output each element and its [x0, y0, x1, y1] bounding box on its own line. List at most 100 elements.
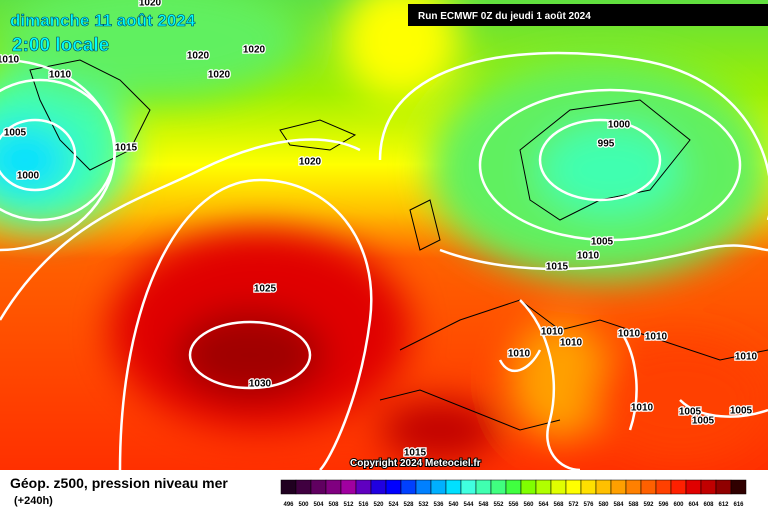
- isobar-label: 1010: [541, 327, 564, 338]
- isobar-label: 1010: [560, 338, 583, 349]
- scale-label: 532: [418, 502, 429, 508]
- isobar-label: 1015: [404, 448, 427, 459]
- scale-swatch: [370, 479, 387, 495]
- scale-label: 504: [313, 502, 324, 508]
- map-date: dimanche 11 août 2024: [10, 11, 196, 30]
- isobar-label: 1005: [4, 128, 27, 139]
- run-box: [408, 4, 768, 26]
- scale-label: 528: [403, 502, 414, 508]
- isobar-label: 1010: [631, 403, 654, 414]
- scale-label: 572: [568, 502, 579, 508]
- isobars: [0, 51, 768, 472]
- scale-label: 576: [583, 502, 594, 508]
- scale-label: 516: [358, 502, 369, 508]
- isobar-label: 1030: [249, 379, 272, 390]
- isobar-label: 1010: [508, 349, 531, 360]
- color-scale: 496 500 504 508 512 516 520 524 528 532 536 540 544 5…: [280, 479, 747, 508]
- footer-lead: (+240h): [14, 495, 53, 507]
- scale-label: 592: [643, 502, 654, 508]
- isobar-label: 1020: [139, 0, 162, 9]
- isobar-label: 1005: [679, 407, 702, 418]
- scale-swatch: [430, 479, 447, 495]
- scale-label: 568: [553, 502, 564, 508]
- scale-swatch: [505, 479, 522, 495]
- scale-label: 588: [628, 502, 639, 508]
- scale-swatch: [550, 479, 567, 495]
- scale-label: 584: [613, 502, 624, 508]
- scale-swatch: [640, 479, 657, 495]
- scale-swatch: [295, 479, 312, 495]
- scale-label: 500: [298, 502, 309, 508]
- scale-swatch: [685, 479, 702, 495]
- map-time: 2:00 locale: [12, 35, 109, 56]
- scale-swatch: [670, 479, 687, 495]
- scale-label: 564: [538, 502, 549, 508]
- scale-swatch: [655, 479, 672, 495]
- isobar-label: 1015: [546, 262, 569, 273]
- scale-label: 560: [523, 502, 534, 508]
- scale-swatch: [535, 479, 552, 495]
- scale-label: 512: [343, 502, 354, 508]
- scale-swatch: [520, 479, 537, 495]
- scale-swatch: [580, 479, 597, 495]
- scale-label: 580: [598, 502, 609, 508]
- scale-swatch: [325, 479, 342, 495]
- scale-label: 536: [433, 502, 444, 508]
- isobar-label: 1010: [618, 329, 641, 340]
- isobar-label: 1010: [577, 251, 600, 262]
- scale-label: 540: [448, 502, 459, 508]
- scale-label: 616: [733, 502, 744, 508]
- scale-label: 496: [283, 502, 294, 508]
- scale-swatch: [385, 479, 402, 495]
- scale-swatch: [340, 479, 357, 495]
- scale-swatch: [715, 479, 732, 495]
- scale-swatch: [490, 479, 507, 495]
- scale-label: 508: [328, 502, 339, 508]
- scale-swatch: [595, 479, 612, 495]
- contour-labels: 1020 1020 1020 1020 1010 1010 1005 1000 …: [0, 0, 759, 460]
- scale-swatch: [415, 479, 432, 495]
- scale-label: 552: [493, 502, 504, 508]
- scale-label: 524: [388, 502, 399, 508]
- scale-swatch: [610, 479, 627, 495]
- scale-swatch: [310, 479, 327, 495]
- isobar-label: 1005: [730, 406, 753, 417]
- isobar-label: 1010: [735, 352, 758, 363]
- isobar-label: 1010: [645, 332, 668, 343]
- scale-swatch: [445, 479, 462, 495]
- scale-label: 600: [673, 502, 684, 508]
- scale-label: 608: [703, 502, 714, 508]
- isobar-label: 1025: [254, 284, 277, 295]
- isobar-label: 1010: [0, 55, 20, 66]
- scale-swatch: [355, 479, 372, 495]
- scale-swatch: [625, 479, 642, 495]
- copyright: Copyright 2024 Meteociel.fr: [350, 458, 481, 469]
- isobar-label: 1020: [243, 45, 266, 56]
- scale-swatch: [565, 479, 582, 495]
- isobar-label: 1010: [49, 70, 72, 81]
- isobar-label: 1000: [608, 120, 631, 131]
- isobar-label: 1005: [591, 237, 614, 248]
- run-info: Run ECMWF 0Z du jeudi 1 août 2024: [418, 11, 591, 22]
- scale-label: 520: [373, 502, 384, 508]
- scale-label: 596: [658, 502, 669, 508]
- scale-swatch: [700, 479, 717, 495]
- scale-swatch: [460, 479, 477, 495]
- isobar-label: 1020: [299, 157, 322, 168]
- scale-label: 548: [478, 502, 489, 508]
- scale-swatch: [475, 479, 492, 495]
- scale-swatch: [400, 479, 417, 495]
- isobar-label: 1000: [17, 171, 40, 182]
- scale-swatch: [280, 479, 297, 495]
- isobar-label: 995: [598, 139, 615, 150]
- isobar-label: 1015: [115, 143, 138, 154]
- scale-label: 544: [463, 502, 474, 508]
- scale-label: 612: [718, 502, 729, 508]
- isobar-label: 1020: [208, 70, 231, 81]
- isobar-label: 1005: [692, 416, 715, 427]
- scale-label: 604: [688, 502, 699, 508]
- scale-swatch: [730, 479, 747, 495]
- isobar-label: 1020: [187, 51, 210, 62]
- scale-label: 556: [508, 502, 519, 508]
